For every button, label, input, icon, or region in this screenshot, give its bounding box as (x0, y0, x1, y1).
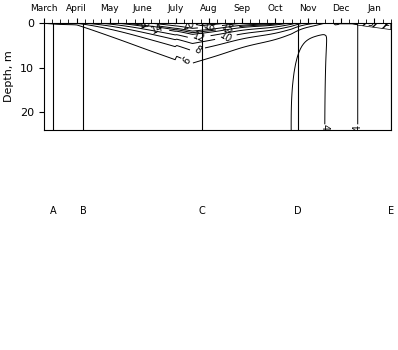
Text: D: D (295, 206, 302, 216)
Text: 14: 14 (150, 21, 165, 35)
Text: 16: 16 (138, 18, 152, 31)
Text: A: A (50, 206, 57, 216)
Text: 3: 3 (367, 19, 373, 28)
Text: 2: 2 (383, 18, 389, 28)
Text: 10: 10 (218, 30, 234, 44)
Text: C: C (199, 206, 206, 216)
Text: E: E (388, 206, 394, 216)
Text: 8: 8 (192, 44, 203, 56)
Text: B: B (80, 206, 87, 216)
Text: 12: 12 (191, 30, 207, 44)
Text: 15: 15 (220, 21, 235, 35)
Text: 20: 20 (180, 19, 195, 32)
Text: 18: 18 (203, 20, 217, 33)
Text: 6: 6 (181, 55, 193, 66)
Y-axis label: Depth, m: Depth, m (4, 51, 14, 103)
Text: 4: 4 (320, 125, 330, 131)
Text: 4: 4 (353, 125, 363, 131)
Text: 22: 22 (193, 18, 207, 29)
